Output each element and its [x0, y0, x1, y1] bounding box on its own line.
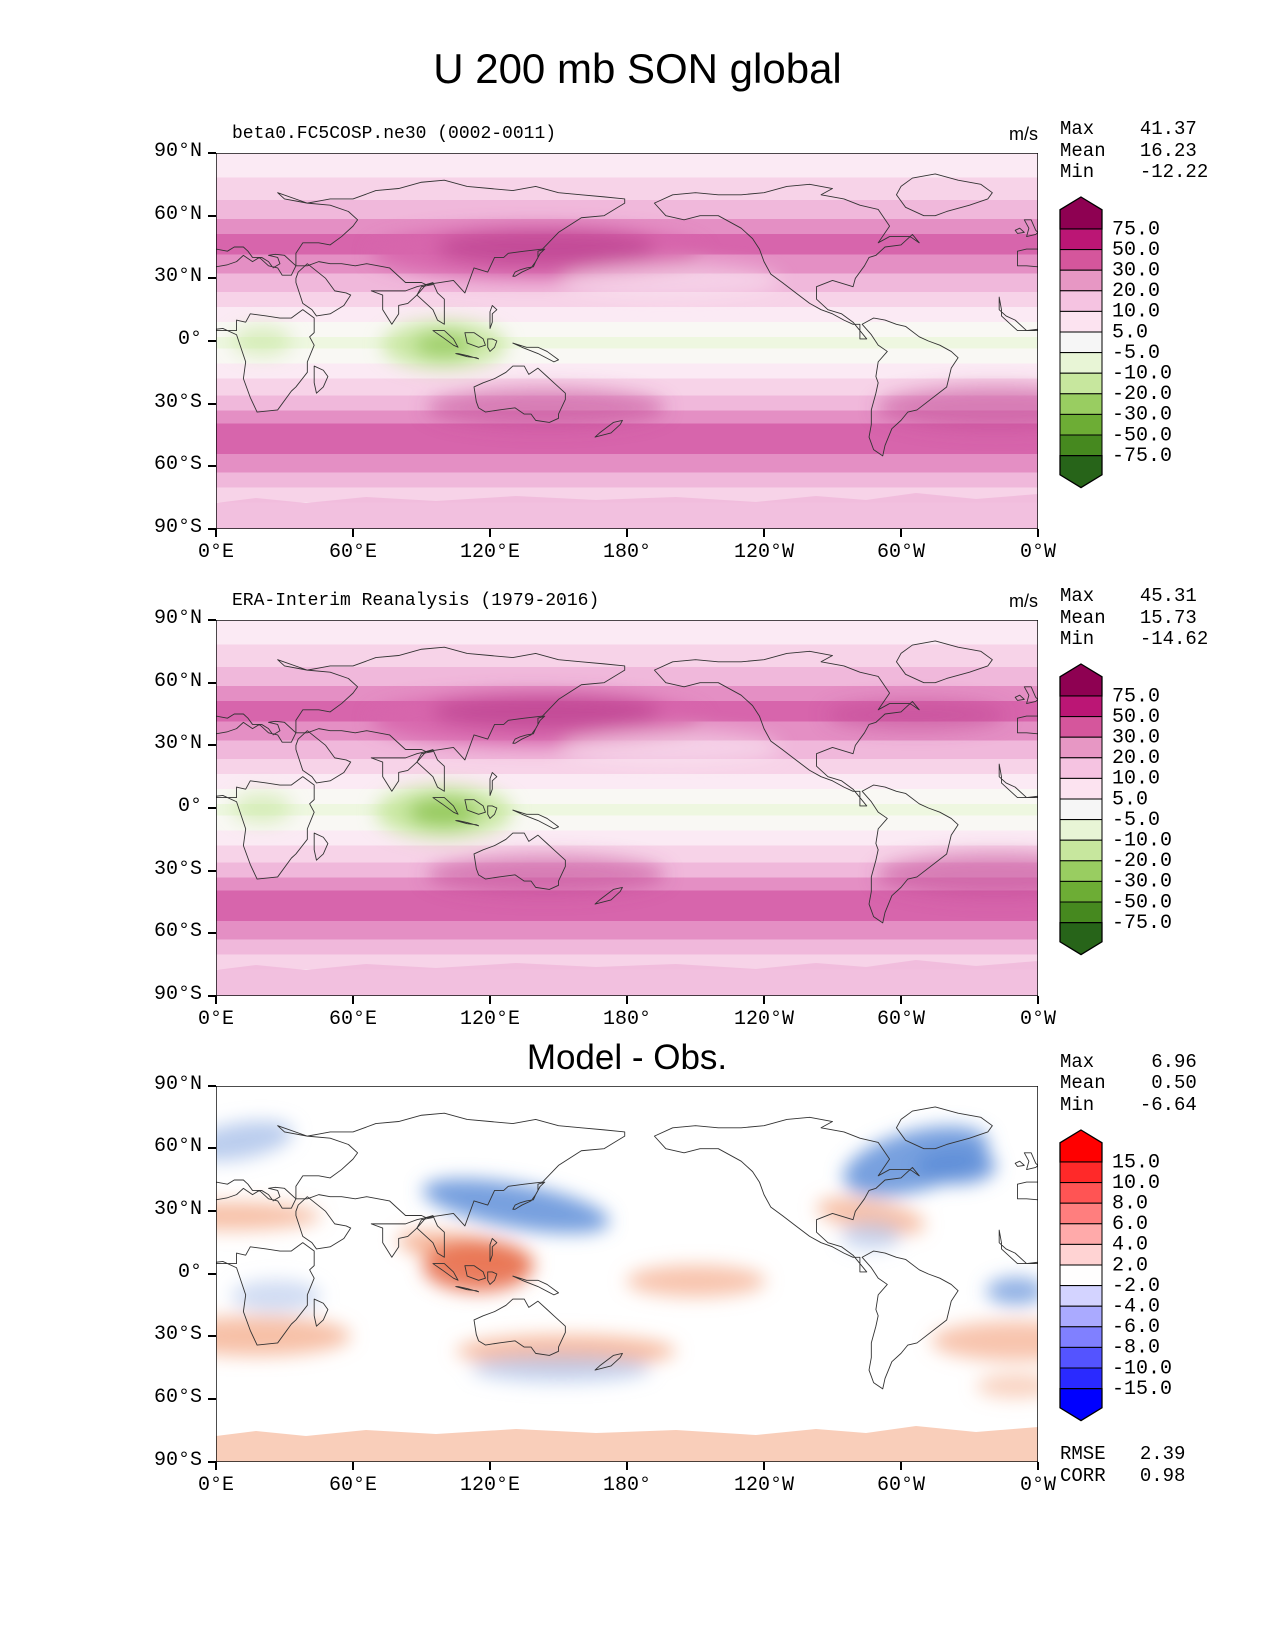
- svg-text:30.0: 30.0: [1112, 259, 1160, 282]
- svg-text:10.0: 10.0: [1112, 1171, 1160, 1194]
- svg-text:-30.0: -30.0: [1112, 871, 1172, 894]
- svg-text:6.0: 6.0: [1112, 1213, 1148, 1236]
- svg-text:20.0: 20.0: [1112, 280, 1160, 303]
- svg-text:-15.0: -15.0: [1112, 1377, 1172, 1400]
- svg-text:30.0: 30.0: [1112, 726, 1160, 749]
- svg-text:15.0: 15.0: [1112, 1151, 1160, 1174]
- svg-text:-20.0: -20.0: [1112, 850, 1172, 873]
- svg-text:50.0: 50.0: [1112, 706, 1160, 729]
- svg-text:-10.0: -10.0: [1112, 362, 1172, 385]
- svg-text:50.0: 50.0: [1112, 239, 1160, 262]
- svg-text:-6.0: -6.0: [1112, 1316, 1160, 1339]
- svg-text:-20.0: -20.0: [1112, 383, 1172, 406]
- svg-text:-2.0: -2.0: [1112, 1274, 1160, 1297]
- svg-text:-10.0: -10.0: [1112, 1357, 1172, 1380]
- svg-text:2.0: 2.0: [1112, 1254, 1148, 1277]
- svg-text:5.0: 5.0: [1112, 788, 1148, 811]
- svg-text:-50.0: -50.0: [1112, 424, 1172, 447]
- svg-text:75.0: 75.0: [1112, 218, 1160, 241]
- svg-text:-75.0: -75.0: [1112, 912, 1172, 935]
- svg-text:8.0: 8.0: [1112, 1192, 1148, 1215]
- svg-text:75.0: 75.0: [1112, 685, 1160, 708]
- svg-text:20.0: 20.0: [1112, 747, 1160, 770]
- svg-text:-4.0: -4.0: [1112, 1295, 1160, 1318]
- svg-text:-75.0: -75.0: [1112, 445, 1172, 468]
- svg-text:-50.0: -50.0: [1112, 891, 1172, 914]
- svg-text:-10.0: -10.0: [1112, 829, 1172, 852]
- svg-text:10.0: 10.0: [1112, 301, 1160, 324]
- svg-text:4.0: 4.0: [1112, 1233, 1148, 1256]
- svg-text:10.0: 10.0: [1112, 768, 1160, 791]
- svg-text:5.0: 5.0: [1112, 321, 1148, 344]
- svg-text:-30.0: -30.0: [1112, 404, 1172, 427]
- svg-text:-5.0: -5.0: [1112, 342, 1160, 365]
- svg-text:-8.0: -8.0: [1112, 1336, 1160, 1359]
- svg-text:-5.0: -5.0: [1112, 809, 1160, 832]
